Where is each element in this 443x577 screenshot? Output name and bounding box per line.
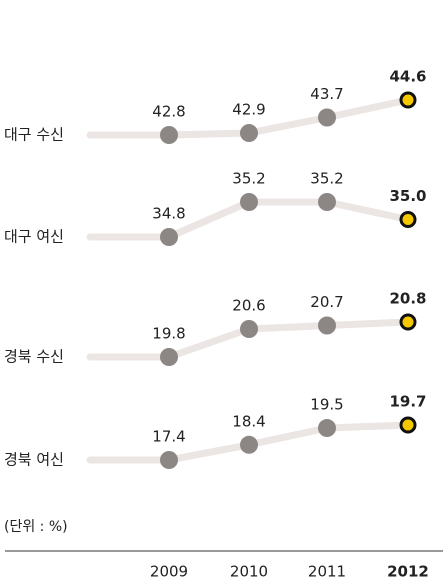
value-label: 18.4 [232,412,265,430]
value-label: 20.7 [310,293,343,311]
highlight-point [399,211,417,228]
point [160,228,178,246]
value-label: 42.9 [232,101,265,119]
point [160,348,178,366]
point [240,435,258,454]
value-label: 17.4 [152,428,185,446]
series-label: 경북 여신 [4,451,64,469]
value-label: 20.6 [232,297,265,315]
series-line [167,198,409,241]
series-label: 대구 수신 [4,126,64,144]
point [318,108,336,127]
point [318,419,336,438]
point [240,124,258,143]
point [160,126,178,144]
highlight-point [399,313,417,331]
value-label: 19.5 [310,396,343,414]
value-label: 35.2 [232,170,265,188]
value-label: 34.8 [152,205,185,223]
highlight-point [399,416,417,434]
series-line [167,318,409,361]
series-label: 대구 여신 [4,228,64,246]
x-tick-label: 2012 [387,563,429,577]
x-tick-label: 2011 [308,563,346,577]
point [240,320,258,338]
point [318,316,336,335]
point [318,193,336,211]
value-label: 42.8 [152,103,185,121]
series-line [168,96,409,139]
value-label: 19.7 [389,393,426,411]
point [240,193,258,211]
value-label: 35.0 [389,187,426,205]
value-label: 35.2 [310,170,343,188]
x-tick-label: 2009 [150,563,188,577]
value-label: 20.8 [389,290,426,308]
series-line [168,421,409,464]
value-label: 44.6 [389,68,426,86]
highlight-point [399,91,417,109]
value-label: 19.8 [152,325,185,343]
unit-note: (단위 : %) [4,519,68,535]
point [160,451,178,469]
value-label: 43.7 [310,85,343,103]
x-tick-label: 2010 [230,563,268,577]
series-label: 경북 수신 [4,348,64,366]
